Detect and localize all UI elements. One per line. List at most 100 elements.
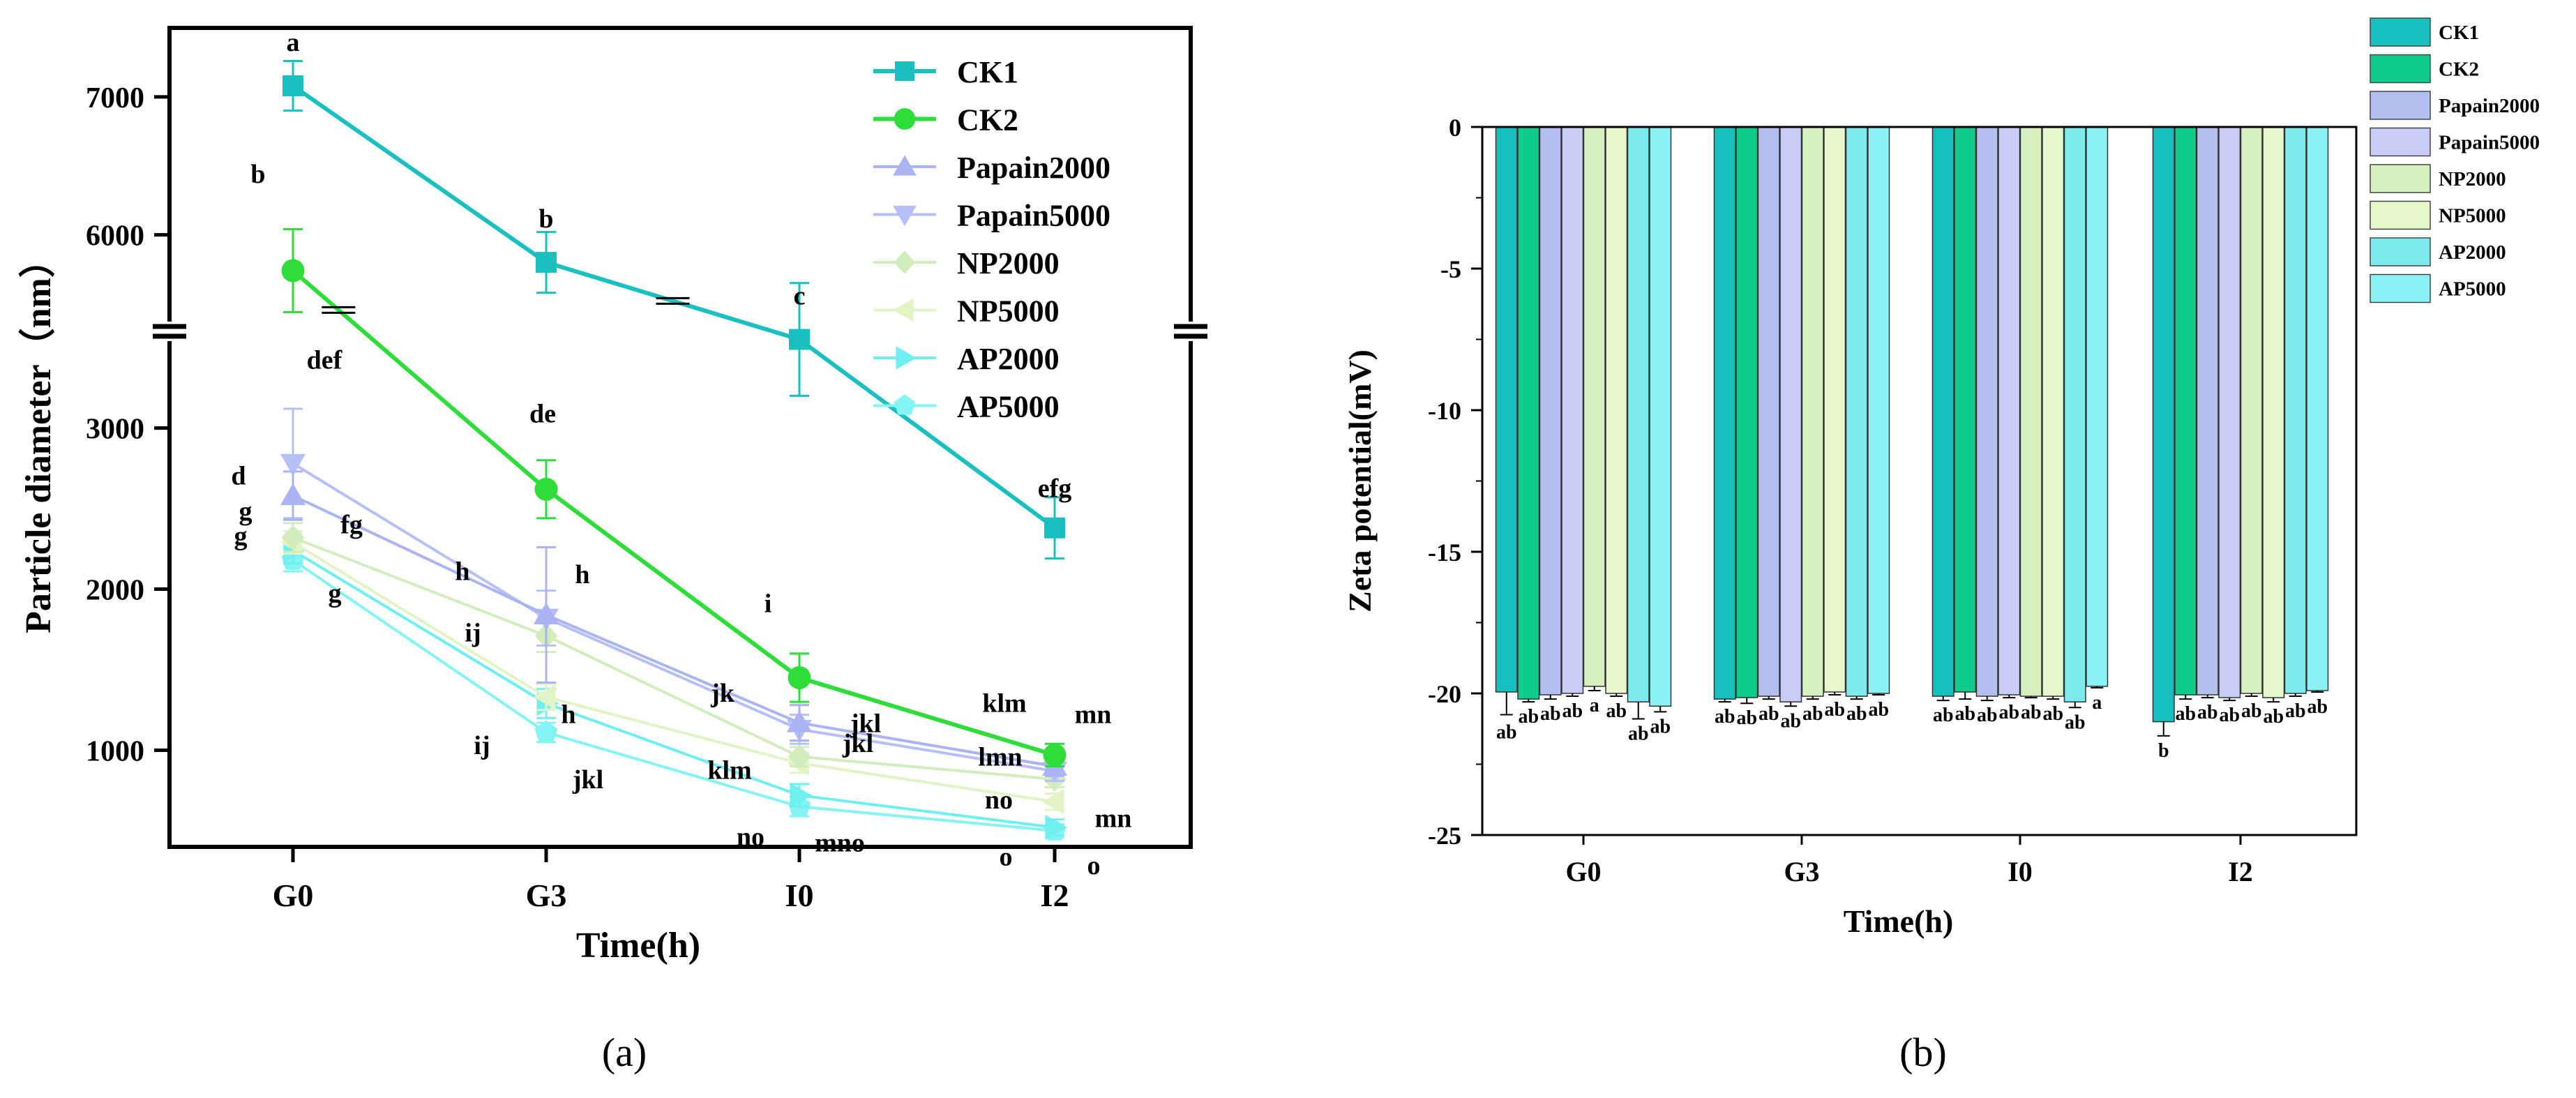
- x-tick-label: I2: [1041, 878, 1069, 913]
- significance-label: g: [234, 522, 248, 551]
- bar-group-AP2000: ab: [2285, 127, 2307, 722]
- bar: [1954, 127, 1976, 692]
- significance-label: ab: [2175, 703, 2196, 725]
- legend-marker: [895, 61, 914, 81]
- bar: [1584, 127, 1606, 686]
- bar-group-Papain2000: ab: [1758, 127, 1780, 725]
- series-line: [293, 463, 1055, 771]
- bar-group-NP5000: ab: [2042, 127, 2064, 725]
- significance-label: ab: [1715, 706, 1735, 728]
- bar: [1496, 127, 1518, 692]
- significance-label: efg: [1038, 474, 1072, 504]
- series-Papain5000: [280, 409, 1067, 784]
- y-axis-label: Particle diameter（nm）: [18, 241, 59, 633]
- x-tick-label: I0: [785, 878, 814, 913]
- significance-label: ab: [1628, 723, 1649, 745]
- significance-label: ab: [1540, 703, 1561, 725]
- significance-label: ab: [1518, 706, 1539, 728]
- legend-item: AP5000: [873, 390, 1060, 424]
- significance-label: no: [737, 822, 764, 852]
- significance-label: b: [250, 160, 265, 189]
- data-point: [789, 329, 810, 350]
- legend: CK1CK2Papain2000Papain5000NP2000NP5000AP…: [2370, 18, 2540, 303]
- significance-label: ab: [2219, 705, 2240, 726]
- legend-label: CK1: [2439, 22, 2479, 44]
- bar-group-Papain5000: ab: [1780, 127, 1802, 732]
- legend-label: NP5000: [2439, 205, 2506, 227]
- significance-label: ab: [1977, 705, 1998, 726]
- bar-group-CK2: ab: [1736, 127, 1758, 729]
- series-NP2000: [282, 523, 1067, 792]
- significance-label: mno: [815, 828, 865, 857]
- legend-swatch: [2370, 238, 2430, 266]
- y-tick-label: 3000: [86, 414, 144, 446]
- y-tick-label: 7000: [86, 82, 144, 114]
- bar-group-NP5000: ab: [1606, 127, 1627, 722]
- x-tick-label: G3: [526, 878, 567, 913]
- significance-label: g: [329, 579, 342, 608]
- bar: [1562, 127, 1583, 693]
- significance-label: klm: [982, 689, 1026, 719]
- bar: [1933, 127, 1954, 696]
- bar: [2307, 127, 2328, 691]
- significance-label: a: [2092, 692, 2102, 714]
- legend-item: CK1: [2370, 18, 2479, 46]
- significance-label: i: [764, 589, 772, 619]
- legend-label: AP2000: [2439, 241, 2506, 264]
- bar: [2021, 127, 2042, 696]
- significance-label: def: [307, 345, 343, 375]
- y-tick-label: 1000: [86, 735, 144, 767]
- legend-label: Papain2000: [2439, 95, 2540, 117]
- significance-label: o: [1087, 851, 1101, 880]
- panel-a: 1000 2000 3000 6000 7000 G0 G3 I0 I2 Time(h) Parti…: [18, 28, 1209, 1075]
- data-point: [282, 260, 305, 283]
- series-line: [293, 538, 1055, 779]
- data-point: [788, 666, 811, 689]
- bar: [1802, 127, 1824, 696]
- bar: [2263, 127, 2284, 698]
- legend-marker: [893, 206, 917, 226]
- legend-item: Papain5000: [873, 199, 1110, 233]
- significance-label: ab: [1868, 699, 1889, 721]
- significance-label: ab: [1562, 700, 1583, 722]
- significance-label: ab: [2197, 702, 2218, 723]
- series-line: [293, 271, 1055, 755]
- significance-label: ab: [1758, 703, 1779, 725]
- legend-item: AP2000: [873, 342, 1060, 376]
- y-tick-label: -20: [1428, 680, 1461, 708]
- significance-label: ab: [1496, 721, 1517, 743]
- bar: [1715, 127, 1736, 699]
- figure: 10002000300060007000G0 G3 I0 I2Time(h)Parti…: [0, 0, 2576, 1098]
- bar-group-Papain5000: ab: [2219, 127, 2240, 726]
- x-tick-label: I2: [2228, 856, 2253, 887]
- significance-label: a: [1590, 695, 1599, 716]
- legend-marker: [893, 299, 913, 322]
- significance-label: ij: [465, 618, 481, 647]
- bar: [1824, 127, 1846, 692]
- significance-label: d: [231, 462, 246, 491]
- data-point: [535, 478, 558, 501]
- panel-label: (a): [602, 1030, 647, 1075]
- series-CK1: [283, 61, 1065, 558]
- x-axis-label: Time(h): [1844, 903, 1954, 939]
- bar-group-NP5000: ab: [1824, 127, 1846, 721]
- bar: [2065, 127, 2086, 702]
- data-point: [1044, 744, 1067, 767]
- significance-label: mn: [1095, 804, 1132, 833]
- significance-label: o: [1000, 842, 1013, 871]
- bar: [1606, 127, 1627, 693]
- bar: [2241, 127, 2263, 693]
- y-tick-label: -25: [1428, 822, 1461, 850]
- bar: [2042, 127, 2064, 696]
- data-point: [536, 252, 557, 273]
- legend-marker: [894, 108, 916, 130]
- bar: [2285, 127, 2307, 693]
- bar: [1518, 127, 1539, 699]
- bar-group-Papain2000: ab: [2197, 127, 2219, 723]
- significance-label: jkl: [572, 765, 603, 795]
- bar: [1977, 127, 1998, 696]
- bar: [2086, 127, 2108, 686]
- significance-label: jkl: [842, 729, 873, 758]
- bar-group-AP2000: ab: [1846, 127, 1868, 725]
- legend-marker: [893, 155, 917, 175]
